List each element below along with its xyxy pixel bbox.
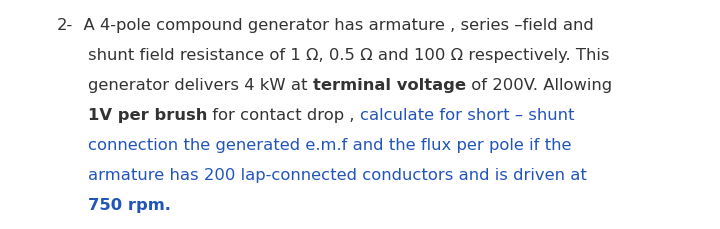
- Text: 750 rpm.: 750 rpm.: [88, 197, 171, 212]
- Text: armature has 200 lap-connected conductors and is driven at: armature has 200 lap-connected conductor…: [88, 167, 587, 182]
- Text: shunt field resistance of 1 Ω, 0.5 Ω and 100 Ω respectively. This: shunt field resistance of 1 Ω, 0.5 Ω and…: [88, 48, 610, 63]
- Text: 1V per brush: 1V per brush: [88, 108, 207, 123]
- Text: connection the generated e.m.f and the flux per pole if the: connection the generated e.m.f and the f…: [88, 137, 572, 152]
- Text: calculate for short – shunt: calculate for short – shunt: [360, 108, 575, 123]
- Text: generator delivers 4 kW at: generator delivers 4 kW at: [88, 78, 312, 93]
- Text: terminal voltage: terminal voltage: [312, 78, 466, 93]
- Text: 2-: 2-: [57, 18, 73, 33]
- Text: A 4-pole compound generator has armature , series –field and: A 4-pole compound generator has armature…: [73, 18, 594, 33]
- Text: of 200V. Allowing: of 200V. Allowing: [466, 78, 612, 93]
- Text: for contact drop ,: for contact drop ,: [207, 108, 360, 123]
